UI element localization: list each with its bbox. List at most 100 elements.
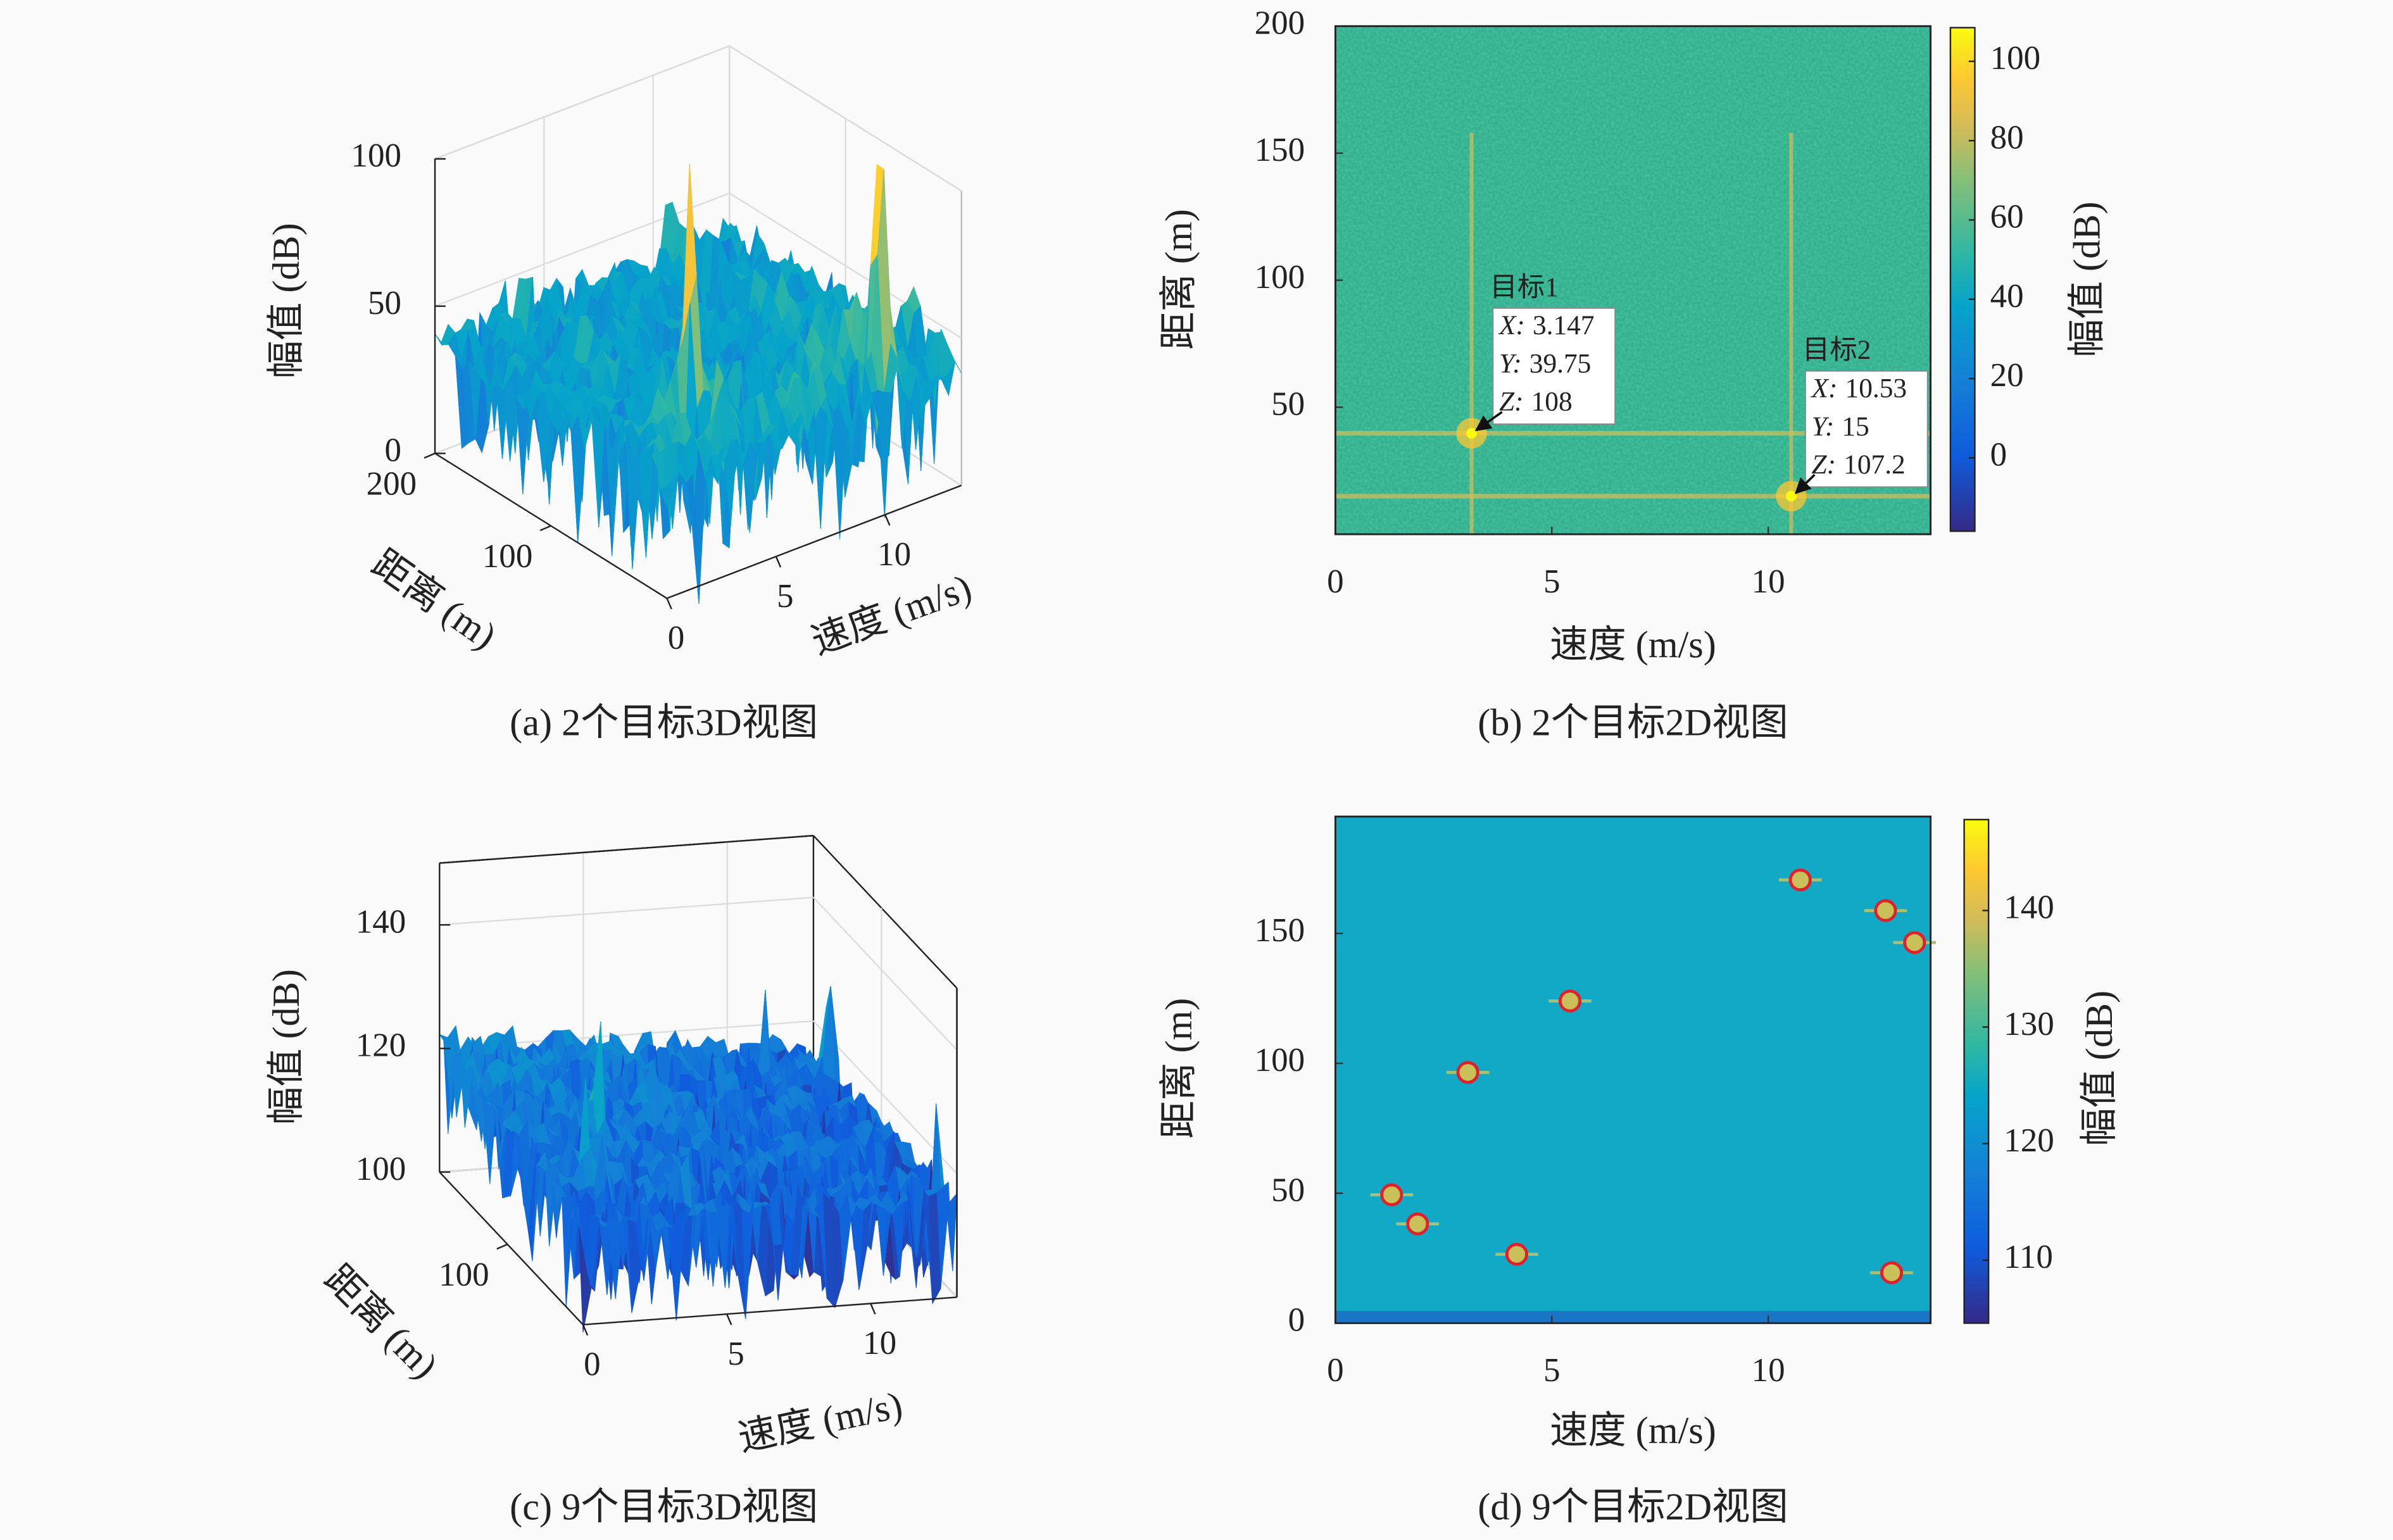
y-tick-label: 200	[1255, 4, 1305, 41]
x-tick-label: 5	[1543, 563, 1561, 600]
colorbar-label: 幅值 (dB)	[2066, 201, 2109, 357]
caption: (a) 2个目标3D视图	[510, 702, 818, 744]
x-axis	[667, 484, 962, 599]
surface-patch	[578, 1226, 592, 1333]
target-marker	[1406, 1212, 1429, 1236]
target-marker	[1505, 1243, 1528, 1266]
z-tick-label: 100	[356, 1151, 406, 1187]
x-tick	[775, 556, 782, 568]
x-tick-label: 5	[727, 1336, 744, 1372]
target-marker	[1456, 1061, 1479, 1084]
surface	[439, 986, 958, 1333]
colorbar-tick-label: 40	[1990, 278, 2024, 315]
target-point	[1785, 491, 1797, 502]
x-tick-label: 0	[1327, 563, 1344, 600]
target-marker	[1880, 1261, 1904, 1284]
datatip-line: X: 10.53	[1811, 373, 1907, 403]
datatip-value: 15	[1842, 411, 1869, 442]
colorbar-tick-label: 130	[2004, 1006, 2054, 1042]
target-point	[1466, 428, 1477, 439]
x-tick-label: 5	[1543, 1352, 1561, 1389]
y-tick-label: 50	[1271, 1172, 1305, 1208]
x-tick-label: 10	[863, 1325, 896, 1362]
caption: (c) 9个目标3D视图	[510, 1486, 818, 1529]
caption: (d) 9个目标2D视图	[1478, 1486, 1788, 1529]
surface-patch	[660, 487, 674, 508]
datatip-key: Y:	[1812, 411, 1835, 442]
datatip-arrow	[1794, 473, 1816, 494]
y-tick-label: 0	[1288, 1302, 1305, 1339]
z-tick-label: 0	[385, 432, 402, 468]
x-tick-label: 10	[1752, 563, 1785, 600]
datatip-key: Y:	[1499, 348, 1522, 379]
z-tick-label: 120	[356, 1027, 406, 1064]
datatip-line: Z: 107.2	[1812, 449, 1906, 480]
noise-band	[1335, 1311, 1931, 1324]
z-axis-label: 幅值 (dB)	[265, 223, 308, 379]
datatip-key: Z:	[1499, 387, 1524, 417]
back-edge	[813, 835, 958, 989]
y-tick-label: 100	[1255, 1042, 1305, 1079]
colorbar	[1949, 27, 1976, 532]
datatip-value: 39.75	[1529, 348, 1592, 379]
colorbar-tick-label: 100	[1990, 40, 2041, 77]
x-tick-label: 0	[584, 1346, 601, 1382]
surface-patch	[813, 406, 827, 529]
grid-line	[439, 896, 813, 926]
grid-line	[434, 45, 730, 160]
x-axis	[582, 1296, 957, 1325]
datatip-value: 108	[1531, 387, 1573, 417]
x-tick	[725, 1313, 732, 1325]
colorbar-tick-label: 110	[2004, 1239, 2053, 1275]
y-tick-label: 100	[482, 538, 533, 575]
plot-background	[1335, 817, 1931, 1324]
datatip-key: Z:	[1812, 449, 1837, 480]
colorbar-tick-label: 140	[2004, 889, 2054, 926]
y-tick-label: 200	[367, 465, 417, 502]
datatip-line: Z: 108	[1499, 387, 1573, 417]
x-tick-label: 10	[1752, 1352, 1785, 1389]
x-tick-label: 5	[777, 578, 794, 615]
surface	[434, 163, 962, 604]
plot-frame	[1334, 815, 1931, 1324]
datatip-value: 10.53	[1845, 373, 1907, 403]
z-tick-label: 100	[351, 137, 401, 174]
colorbar-label: 幅值 (dB)	[2078, 991, 2121, 1146]
z-tick-label: 140	[356, 903, 406, 940]
y-tick-label: 100	[1255, 259, 1305, 296]
x-axis-label: 速度 (m/s)	[806, 567, 977, 663]
datatip-line: Y: 15	[1812, 411, 1869, 442]
y-tick-label: 150	[1255, 132, 1305, 168]
datatip-key: X:	[1498, 310, 1525, 341]
colorbar-tick-label: 0	[1990, 437, 2007, 473]
x-tick	[884, 514, 891, 526]
target-marker	[1874, 899, 1897, 922]
grid-line	[813, 896, 958, 1051]
x-tick-label: 0	[668, 620, 685, 656]
colorbar-tick-label: 60	[1990, 199, 2024, 235]
colorbar-tick-label: 80	[1990, 119, 2024, 156]
x-tick	[666, 598, 672, 610]
z-axis-label: 幅值 (dB)	[265, 969, 308, 1125]
datatip-line: Y: 39.75	[1499, 348, 1591, 379]
x-tick-label: 0	[1327, 1352, 1344, 1389]
x-tick	[870, 1303, 876, 1315]
x-axis-label: 速度 (m/s)	[734, 1384, 906, 1460]
datatip-title: 目标1	[1490, 272, 1558, 303]
y-tick	[424, 453, 436, 459]
datatip-key: X:	[1811, 373, 1838, 403]
y-tick-label: 50	[1271, 386, 1305, 423]
datatip-title: 目标2	[1802, 335, 1871, 365]
y-tick	[496, 1243, 508, 1250]
y-axis-label: 距离 (m)	[316, 1257, 446, 1387]
y-tick-label: 100	[439, 1256, 489, 1293]
datatip-arrow	[1474, 411, 1503, 432]
y-axis-label: 距离 (m)	[1158, 998, 1200, 1139]
plot-frame	[1334, 25, 1931, 535]
datatip-box	[1804, 370, 1928, 488]
colorbar	[1963, 818, 1990, 1324]
x-tick	[582, 1324, 589, 1336]
z-tick-label: 50	[368, 285, 401, 322]
